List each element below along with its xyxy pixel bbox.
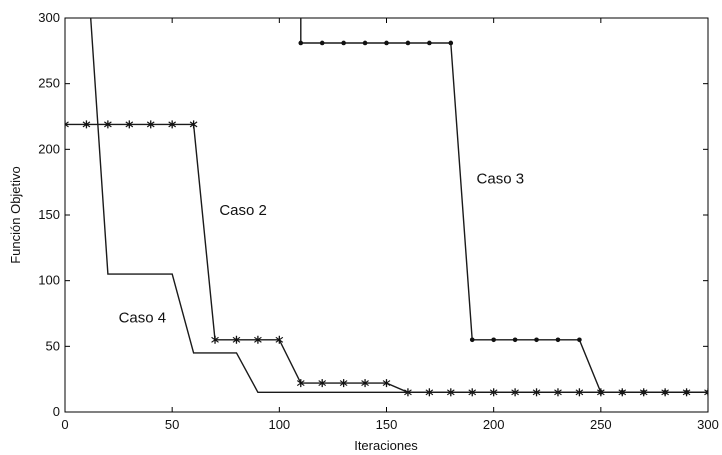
data-point [448, 40, 454, 46]
x-tick-label: 250 [590, 417, 612, 432]
data-point [362, 40, 368, 46]
data-point [384, 40, 389, 46]
series-line [90, 18, 708, 393]
data-point [339, 379, 348, 388]
data-point [318, 379, 327, 388]
x-tick-label: 150 [376, 417, 398, 432]
y-tick-label: 250 [38, 76, 60, 91]
data-point [168, 120, 176, 129]
data-point [469, 337, 475, 343]
data-point [298, 40, 304, 46]
y-tick-label: 100 [38, 273, 60, 288]
data-point [104, 120, 112, 129]
y-tick-label: 200 [38, 141, 60, 156]
data-point [555, 337, 561, 343]
data-point [704, 388, 708, 397]
axis-ticks: 0 50 100 150 200 250 300 0 50 100 150 200 250 300 [38, 10, 719, 432]
data-point [211, 335, 219, 344]
data-point [254, 335, 262, 344]
x-axis-label: Iteraciones [354, 438, 418, 453]
data-point [232, 335, 241, 344]
plot-area [64, 17, 709, 413]
data-point [491, 337, 496, 343]
data-point [512, 337, 518, 343]
y-axis-label: Función Objetivo [8, 166, 23, 264]
data-point [427, 40, 432, 46]
data-point [577, 337, 582, 343]
annotations: Caso 2 Caso 3 Caso 4 [119, 170, 524, 326]
x-tick-label: 50 [165, 417, 179, 432]
x-tick-label: 300 [697, 417, 719, 432]
data-point [275, 335, 284, 344]
data-point [125, 120, 134, 129]
x-tick-label: 100 [268, 417, 290, 432]
annotation-label: Caso 2 [219, 202, 267, 219]
x-tick-label: 200 [483, 417, 505, 432]
data-point [189, 120, 198, 129]
data-point [82, 120, 91, 129]
data-point [534, 337, 539, 343]
y-tick-label: 0 [53, 404, 60, 419]
data-point [65, 120, 69, 129]
data-point [405, 40, 411, 46]
annotation-label: Caso 3 [477, 170, 525, 187]
data-point [146, 120, 155, 129]
data-point [319, 40, 325, 46]
data-point [296, 379, 305, 388]
y-tick-label: 150 [38, 207, 60, 222]
y-tick-label: 50 [46, 338, 60, 353]
annotation-label: Caso 4 [119, 310, 167, 327]
data-point [361, 379, 369, 388]
data-point [341, 40, 346, 46]
data-point [382, 379, 391, 388]
data-series [65, 18, 708, 397]
series-3 [90, 18, 708, 393]
x-tick-label: 0 [61, 417, 68, 432]
y-tick-label: 300 [38, 10, 60, 25]
